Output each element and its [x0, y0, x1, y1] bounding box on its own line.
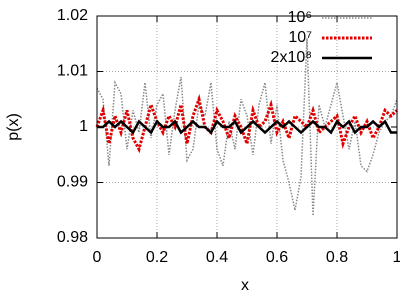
x-tick-label: 0.6 [266, 249, 288, 266]
series-line [97, 119, 397, 135]
y-axis-label: p(x) [5, 113, 22, 141]
series-line [95, 93, 399, 154]
x-tick-label: 0.8 [326, 249, 348, 266]
legend-label: 10⁷ [288, 29, 312, 46]
plot-frame [96, 15, 398, 239]
legend-label: 2x10⁸ [271, 49, 312, 66]
y-tick-label: 1.02 [57, 7, 88, 24]
x-axis-label: x [241, 277, 249, 294]
legend-label: 10⁶ [288, 9, 312, 26]
x-tick-label: 0.2 [146, 249, 168, 266]
y-tick-label: 1.01 [57, 63, 88, 80]
x-tick-label: 0.4 [206, 249, 228, 266]
y-tick-label: 0.98 [57, 229, 88, 246]
series-line [96, 38, 398, 216]
x-tick-label: 1 [393, 249, 400, 266]
x-tick-label: 0 [93, 249, 102, 266]
y-tick-label: 0.99 [57, 174, 88, 191]
y-tick-label: 1 [79, 118, 88, 135]
